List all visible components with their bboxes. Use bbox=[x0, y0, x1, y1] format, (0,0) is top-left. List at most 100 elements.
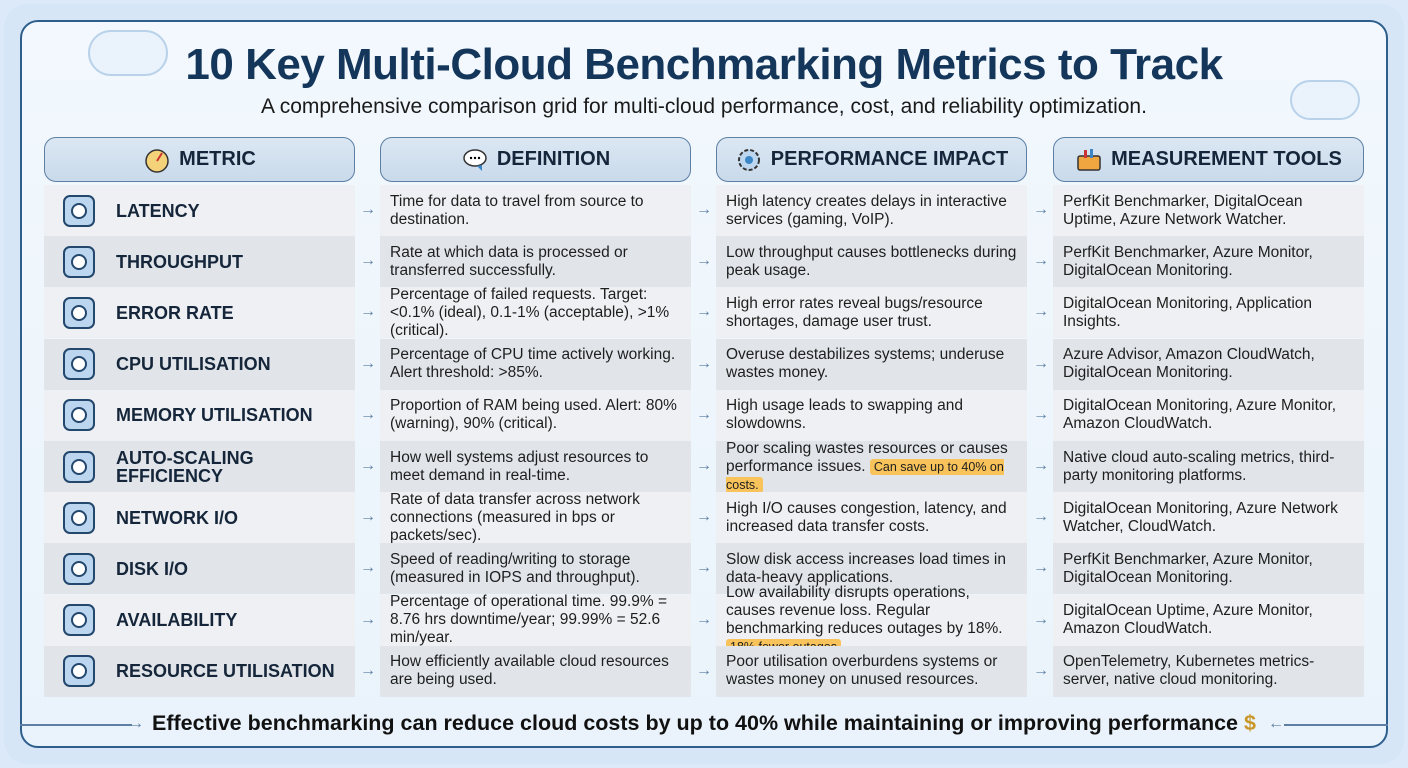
header-metric: METRIC bbox=[44, 137, 355, 182]
footer-statement: Effective benchmarking can reduce cloud … bbox=[152, 711, 1239, 735]
arrow-icon: → bbox=[360, 610, 376, 628]
header-label: METRIC bbox=[179, 148, 256, 170]
arrow-icon: → bbox=[360, 303, 376, 321]
metric-cell: AUTO-SCALING EFFICIENCY bbox=[44, 441, 355, 492]
code-error-icon bbox=[63, 296, 95, 329]
tools-text: OpenTelemetry, Kubernetes metrics-server… bbox=[1063, 653, 1315, 689]
metric-name: MEMORY UTILISATION bbox=[116, 405, 313, 426]
speech-bubble-icon bbox=[463, 148, 487, 171]
impact-cell: High latency creates delays in interacti… bbox=[716, 185, 1027, 236]
impact-cell: Slow disk access increases load times in… bbox=[716, 543, 1027, 595]
impact-cell: Overuse destabilizes systems; underuse w… bbox=[716, 338, 1027, 390]
arrow-icon: → bbox=[1033, 405, 1049, 423]
metric-name: RESOURCE UTILISATION bbox=[116, 661, 335, 682]
page-subtitle: A comprehensive comparison grid for mult… bbox=[261, 95, 1147, 118]
definition-text: How efficiently available cloud resource… bbox=[390, 653, 669, 689]
impact-text: High latency creates delays in interacti… bbox=[726, 193, 1017, 229]
metric-name: AVAILABILITY bbox=[116, 610, 238, 631]
tools-text: DigitalOcean Monitoring, Azure Network W… bbox=[1063, 499, 1338, 535]
scale-arrows-icon bbox=[63, 450, 95, 483]
definition-cell: Speed of reading/writing to storage (mea… bbox=[380, 543, 691, 595]
impact-description: Slow disk access increases load times in… bbox=[726, 550, 1006, 586]
tools-cell: DigitalOcean Monitoring, Azure Network W… bbox=[1053, 492, 1364, 544]
tools-text: Azure Advisor, Amazon CloudWatch, Digita… bbox=[1063, 346, 1315, 382]
impact-cell: High error rates reveal bugs/resource sh… bbox=[716, 287, 1027, 339]
definition-cell: Percentage of operational time. 99.9% = … bbox=[380, 593, 691, 647]
header-label: PERFORMANCE IMPACT bbox=[770, 148, 1009, 170]
impact-cell: Poor scaling wastes resources or causes … bbox=[716, 439, 1027, 493]
arrow-icon: → bbox=[360, 405, 376, 423]
metric-cell: THROUGHPUT bbox=[44, 236, 355, 288]
definition-cell: Percentage of CPU time actively working.… bbox=[380, 338, 691, 390]
footer-line-left bbox=[20, 724, 132, 726]
impact-description: High error rates reveal bugs/resource sh… bbox=[726, 294, 983, 330]
ram-icon bbox=[63, 399, 95, 432]
arrow-icon: → bbox=[696, 610, 712, 628]
arrow-icon: → bbox=[1033, 252, 1049, 270]
arrow-icon: → bbox=[360, 252, 376, 270]
cpu-icon bbox=[63, 348, 95, 381]
arrow-icon: → bbox=[360, 457, 376, 474]
impact-text: High I/O causes congestion, latency, and… bbox=[726, 500, 1017, 536]
page-title: 10 Key Multi-Cloud Benchmarking Metrics … bbox=[185, 40, 1223, 89]
definition-text: Rate of data transfer across network con… bbox=[390, 490, 640, 544]
metric-cell: DISK I/O bbox=[44, 543, 355, 595]
arrow-icon: → bbox=[1033, 661, 1049, 679]
tools-text: PerfKit Benchmarker, Azure Monitor, Digi… bbox=[1063, 243, 1313, 279]
impact-text: Overuse destabilizes systems; underuse w… bbox=[726, 346, 1017, 382]
arrow-icon: → bbox=[1033, 303, 1049, 321]
definition-text: How well systems adjust resources to mee… bbox=[390, 448, 649, 484]
impact-text: Low throughput causes bottlenecks during… bbox=[726, 244, 1017, 280]
definition-cell: Time for data to travel from source to d… bbox=[380, 185, 691, 236]
cloud-decoration-right bbox=[1290, 80, 1360, 120]
pipe-icon bbox=[63, 245, 95, 278]
impact-cell: Poor utilisation overburdens systems or … bbox=[716, 645, 1027, 697]
arrow-icon: → bbox=[1033, 201, 1049, 218]
metric-name: NETWORK I/O bbox=[116, 507, 238, 528]
tools-cell: DigitalOcean Uptime, Azure Monitor, Amaz… bbox=[1053, 594, 1364, 646]
toolbox-icon bbox=[1077, 148, 1101, 171]
arrow-icon: → bbox=[696, 303, 712, 321]
arrow-icon: → bbox=[360, 508, 376, 526]
definition-cell: Percentage of failed requests. Target: <… bbox=[380, 286, 691, 339]
impact-cell: High usage leads to swapping and slowdow… bbox=[716, 389, 1027, 441]
metric-cell: AVAILABILITY bbox=[44, 594, 355, 646]
impact-text: Slow disk access increases load times in… bbox=[726, 551, 1017, 587]
stopwatch-icon bbox=[63, 194, 95, 227]
footer-arrow-right: ← bbox=[1268, 715, 1284, 732]
definition-cell: Proportion of RAM being used. Alert: 80%… bbox=[380, 389, 691, 441]
transfer-arrows-icon bbox=[63, 501, 95, 534]
header-label: DEFINITION bbox=[496, 148, 611, 170]
arrow-icon: → bbox=[360, 661, 376, 679]
footer-text: Effective benchmarking can reduce cloud … bbox=[0, 711, 1408, 736]
shield-check-icon bbox=[63, 604, 95, 637]
tools-text: DigitalOcean Monitoring, Azure Monitor, … bbox=[1063, 397, 1337, 433]
definition-text: Percentage of operational time. 99.9% = … bbox=[390, 593, 668, 647]
definition-cell: Rate of data transfer across network con… bbox=[380, 490, 691, 544]
impact-cell: Low availability disrupts operations, ca… bbox=[716, 584, 1027, 656]
metric-cell: LATENCY bbox=[44, 185, 355, 236]
impact-description: High latency creates delays in interacti… bbox=[726, 192, 1007, 228]
arrow-icon: → bbox=[1033, 559, 1049, 577]
definition-text: Time for data to travel from source to d… bbox=[390, 192, 644, 228]
arrow-icon: → bbox=[360, 354, 376, 372]
footer-line-right bbox=[1284, 724, 1388, 726]
gear-icon bbox=[737, 148, 760, 171]
definition-cell: Rate at which data is processed or trans… bbox=[380, 236, 691, 288]
definition-text: Percentage of CPU time actively working.… bbox=[390, 346, 676, 382]
header-measurement-tools: MEASUREMENT TOOLS bbox=[1053, 137, 1364, 182]
definition-text: Speed of reading/writing to storage (mea… bbox=[390, 550, 640, 586]
metric-name: CPU UTILISATION bbox=[116, 354, 271, 375]
metric-cell: RESOURCE UTILISATION bbox=[44, 645, 355, 697]
arrow-icon: → bbox=[360, 201, 376, 218]
impact-description: High I/O causes congestion, latency, and… bbox=[726, 499, 1007, 535]
arrow-icon: → bbox=[1033, 457, 1049, 474]
tools-cell: PerfKit Benchmarker, DigitalOcean Uptime… bbox=[1053, 185, 1364, 236]
header-definition: DEFINITION bbox=[380, 137, 691, 182]
arrow-icon: → bbox=[696, 201, 712, 218]
tools-text: DigitalOcean Monitoring, Application Ins… bbox=[1063, 294, 1312, 330]
metric-name: LATENCY bbox=[116, 200, 200, 221]
impact-description: Poor scaling wastes resources or causes … bbox=[726, 439, 1008, 475]
metric-cell: NETWORK I/O bbox=[44, 492, 355, 544]
metric-name: THROUGHPUT bbox=[116, 251, 243, 272]
